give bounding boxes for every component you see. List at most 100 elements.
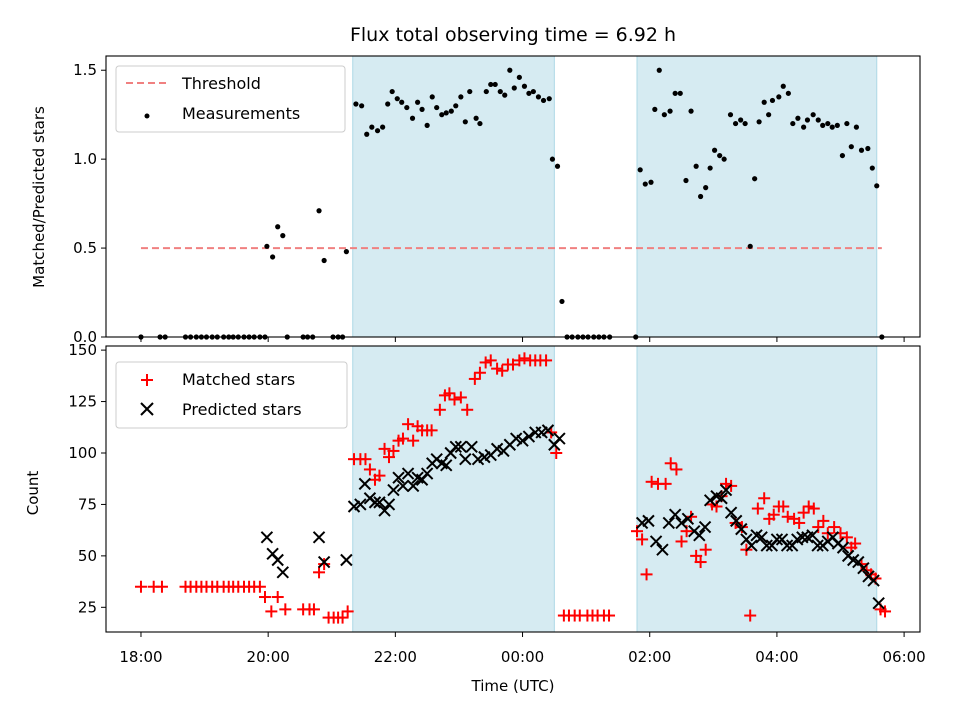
data-point xyxy=(681,512,695,526)
data-point xyxy=(795,115,801,121)
data-point xyxy=(844,120,850,127)
data-point xyxy=(840,531,853,544)
data-point xyxy=(642,181,648,187)
data-point-stroke xyxy=(719,483,733,497)
legend-predicted-swatch xyxy=(140,402,154,416)
data-point-stroke xyxy=(847,553,860,567)
data-point xyxy=(797,506,810,519)
data-point xyxy=(812,521,825,534)
series-predicted-stars xyxy=(260,424,885,610)
data-point xyxy=(667,108,673,114)
data-point-stroke xyxy=(411,471,424,484)
y-tick-label: 1.5 xyxy=(73,61,97,79)
data-point xyxy=(280,233,286,239)
data-point xyxy=(396,432,409,445)
data-point xyxy=(735,522,748,536)
data-point xyxy=(483,88,489,95)
data-point-stroke xyxy=(642,514,655,528)
data-point xyxy=(535,94,542,100)
data-point xyxy=(271,591,284,604)
data-point-stroke xyxy=(656,543,669,556)
x-tick-label: 04:00 xyxy=(755,648,798,666)
legend-matched-swatch xyxy=(141,374,153,386)
data-point-stroke xyxy=(522,430,536,443)
data-point xyxy=(459,452,472,466)
data-point-stroke xyxy=(710,489,723,503)
data-point xyxy=(719,483,733,497)
legend-ratio: Threshold Measurements xyxy=(115,65,346,133)
data-point xyxy=(698,193,704,200)
data-point xyxy=(265,605,278,618)
data-point xyxy=(683,177,689,184)
data-point-stroke xyxy=(387,483,400,497)
data-point xyxy=(690,549,703,562)
data-point xyxy=(530,88,536,95)
data-point xyxy=(836,541,850,554)
data-point-stroke xyxy=(420,467,434,480)
data-point xyxy=(730,514,743,528)
data-point xyxy=(516,434,529,447)
data-point xyxy=(549,156,556,162)
data-point-stroke xyxy=(745,539,758,552)
data-point xyxy=(462,119,468,125)
legend-measurements-label: Measurements xyxy=(182,104,300,123)
y-tick-label: 125 xyxy=(68,393,97,411)
data-point xyxy=(825,120,831,127)
data-point-stroke xyxy=(317,555,331,569)
data-point xyxy=(793,516,806,529)
data-point-stroke xyxy=(459,452,472,466)
data-point-stroke xyxy=(811,539,824,552)
data-point xyxy=(801,124,807,130)
data-point xyxy=(453,103,459,109)
data-point-stroke xyxy=(715,492,728,505)
data-point xyxy=(751,502,764,515)
data-point xyxy=(703,185,709,191)
data-point xyxy=(811,539,824,552)
y-tick-label: 75 xyxy=(78,495,97,513)
data-point xyxy=(420,467,434,480)
data-point xyxy=(781,510,794,523)
data-point xyxy=(429,94,435,100)
data-point xyxy=(382,498,396,511)
data-point xyxy=(443,110,449,116)
data-point xyxy=(640,568,653,581)
data-point xyxy=(260,531,274,544)
data-point xyxy=(392,471,405,484)
data-point xyxy=(810,112,816,118)
data-point xyxy=(526,90,532,96)
data-point xyxy=(318,558,331,571)
data-point xyxy=(378,442,391,455)
data-point-stroke xyxy=(406,479,420,493)
legend-frame xyxy=(115,65,346,133)
data-point xyxy=(857,562,870,575)
data-point xyxy=(770,533,784,546)
data-point xyxy=(642,514,655,528)
data-point xyxy=(720,477,733,490)
data-point xyxy=(419,106,425,112)
data-point xyxy=(492,81,498,88)
data-point-stroke xyxy=(368,496,382,509)
data-point-stroke xyxy=(806,529,819,542)
data-point xyxy=(407,434,420,447)
data-point-stroke xyxy=(668,508,682,521)
data-point xyxy=(275,224,281,230)
data-point-stroke xyxy=(780,539,794,552)
data-point-stroke xyxy=(490,442,504,456)
x-tick-label: 00:00 xyxy=(501,648,544,666)
data-point xyxy=(661,112,667,118)
data-point xyxy=(343,249,349,255)
shaded-interval xyxy=(636,55,878,338)
data-point-stroke xyxy=(775,533,789,546)
data-point-stroke xyxy=(755,531,768,544)
data-point xyxy=(369,124,375,130)
y-tick-label: 0.0 xyxy=(73,328,97,346)
data-point-stroke xyxy=(662,516,676,530)
x-tick-label: 22:00 xyxy=(374,648,417,666)
shaded-interval xyxy=(352,345,555,633)
data-point-stroke xyxy=(454,440,468,454)
data-point xyxy=(279,603,292,616)
data-point xyxy=(804,117,811,123)
data-point-stroke xyxy=(354,498,367,511)
data-point-stroke xyxy=(516,434,529,447)
legend-threshold-label: Threshold xyxy=(181,74,261,93)
